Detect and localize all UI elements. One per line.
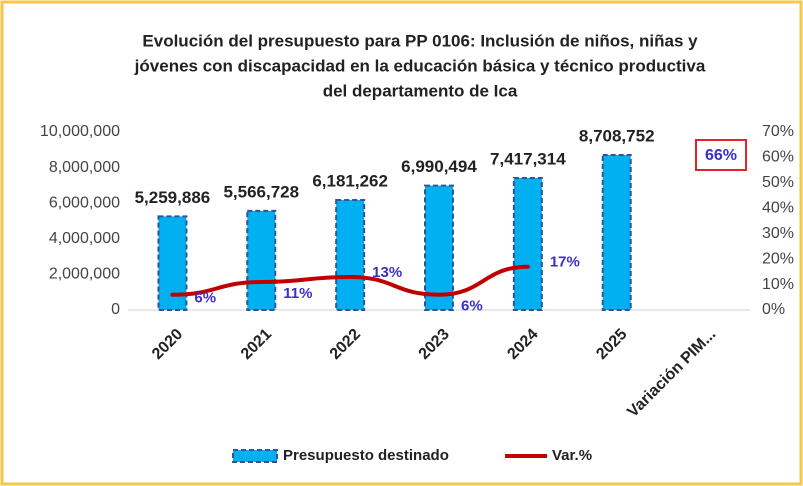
y2-tick-label: 70% bbox=[762, 123, 794, 140]
annotation: 66% bbox=[705, 147, 737, 164]
line-value-label: 11% bbox=[283, 285, 312, 302]
y-tick-label: 6,000,000 bbox=[49, 194, 120, 211]
y2-tick-label: 10% bbox=[762, 276, 794, 293]
line-value-label: 6% bbox=[194, 290, 216, 307]
y2-tick-label: 30% bbox=[762, 225, 794, 242]
y2-tick-label: 0% bbox=[762, 301, 785, 318]
y2-tick-label: 40% bbox=[762, 200, 794, 217]
chart-title: jóvenes con discapacidad en la educación… bbox=[134, 56, 706, 75]
y-tick-label: 2,000,000 bbox=[49, 266, 120, 283]
y-tick-label: 0 bbox=[111, 301, 120, 318]
bar-value-label: 5,566,728 bbox=[223, 182, 299, 201]
bar-value-label: 7,417,314 bbox=[490, 149, 566, 168]
bar bbox=[335, 198, 366, 312]
chart-title: Evolución del presupuesto para PP 0106: … bbox=[142, 31, 698, 50]
line-value-label: 6% bbox=[461, 298, 483, 315]
bar bbox=[512, 176, 543, 311]
bar-value-label: 6,181,262 bbox=[312, 171, 388, 190]
y-tick-label: 4,000,000 bbox=[49, 230, 120, 247]
annotation-box bbox=[695, 139, 747, 171]
y2-tick-label: 60% bbox=[762, 149, 794, 166]
y-tick-label: 8,000,000 bbox=[49, 159, 120, 176]
chart-title: del departamento de Ica bbox=[323, 81, 518, 100]
legend-label: Var.% bbox=[552, 447, 592, 464]
bar-value-label: 8,708,752 bbox=[579, 126, 655, 145]
line-value-label: 17% bbox=[550, 254, 580, 271]
bar bbox=[424, 184, 454, 312]
bar bbox=[246, 209, 277, 312]
y-tick-label: 10,000,000 bbox=[40, 123, 120, 140]
line-value-label: 13% bbox=[372, 264, 402, 281]
y2-tick-label: 50% bbox=[762, 174, 794, 191]
line bbox=[170, 264, 530, 297]
bar-value-label: 5,259,886 bbox=[135, 188, 211, 207]
legend-label: Presupuesto destinado bbox=[283, 447, 449, 464]
legend-swatch bbox=[232, 449, 278, 463]
bar bbox=[601, 153, 632, 311]
y2-tick-label: 20% bbox=[762, 250, 794, 267]
bar-value-label: 6,990,494 bbox=[401, 157, 477, 176]
